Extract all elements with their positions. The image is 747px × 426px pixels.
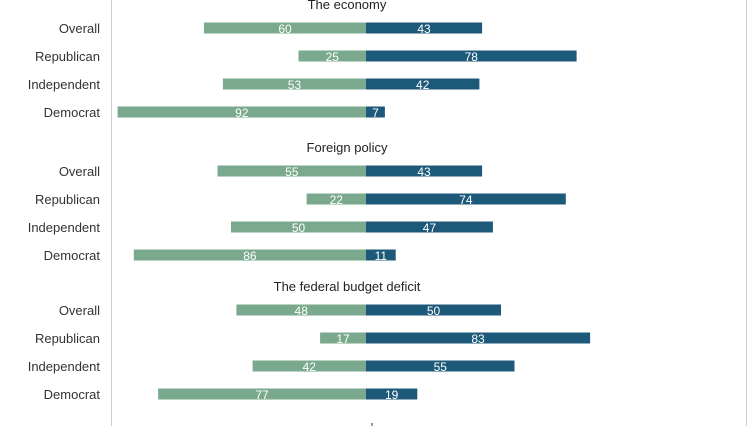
right-bar — [366, 50, 577, 62]
right-value-label: 78 — [465, 50, 479, 64]
right-value-label: 50 — [427, 304, 441, 318]
right-value-label: 47 — [423, 221, 437, 235]
right-value-label: 55 — [434, 360, 448, 374]
category-label: Democrat — [44, 105, 101, 120]
left-bar — [217, 165, 366, 177]
right-bar — [366, 304, 501, 316]
right-value-label: 19 — [385, 388, 399, 402]
left-value-label: 77 — [255, 388, 269, 402]
right-bar — [366, 360, 515, 372]
left-bar — [236, 304, 366, 316]
right-bar — [366, 165, 483, 177]
right-value-label: 43 — [417, 22, 431, 36]
left-bar — [117, 106, 366, 118]
right-bar — [366, 332, 591, 344]
left-value-label: 55 — [285, 165, 299, 179]
left-bar — [306, 193, 366, 205]
category-label: Republican — [35, 49, 100, 64]
left-bar — [204, 22, 366, 34]
left-value-label: 86 — [243, 249, 257, 263]
category-label: Republican — [35, 192, 100, 207]
right-bar — [366, 388, 418, 400]
panel-title: Foreign policy — [307, 140, 388, 155]
right-bar — [366, 22, 483, 34]
category-label: Independent — [28, 77, 101, 92]
category-label: Overall — [59, 21, 100, 36]
category-label: Overall — [59, 303, 100, 318]
left-bar — [133, 249, 366, 261]
left-value-label: 92 — [235, 106, 249, 120]
category-label: Democrat — [44, 248, 101, 263]
category-label: Democrat — [44, 387, 101, 402]
left-bar — [252, 360, 366, 372]
category-label: Overall — [59, 164, 100, 179]
right-bar — [366, 249, 396, 261]
right-bar — [366, 78, 480, 90]
left-value-label: 50 — [292, 221, 306, 235]
panel-title: The federal budget deficit — [274, 279, 421, 294]
left-bar — [298, 50, 366, 62]
left-value-label: 42 — [303, 360, 317, 374]
left-value-label: 25 — [326, 50, 340, 64]
left-value-label: 48 — [295, 304, 309, 318]
left-value-label: 17 — [336, 332, 350, 346]
right-value-label: 42 — [416, 78, 430, 92]
category-label: Independent — [28, 359, 101, 374]
left-bar — [222, 78, 366, 90]
left-value-label: 53 — [288, 78, 302, 92]
right-bar — [366, 221, 493, 233]
right-value-label: 74 — [459, 193, 473, 207]
panel-title: The economy — [308, 0, 387, 12]
left-bar — [231, 221, 366, 233]
left-value-label: 60 — [278, 22, 292, 36]
left-value-label: 22 — [330, 193, 344, 207]
right-value-label: 83 — [471, 332, 485, 346]
category-label: Republican — [35, 331, 100, 346]
left-bar — [158, 388, 366, 400]
right-bar — [366, 106, 385, 118]
right-value-label: 43 — [417, 165, 431, 179]
right-value-label: 11 — [375, 249, 388, 263]
right-bar — [366, 193, 566, 205]
right-value-label: 7 — [372, 106, 379, 120]
left-bar — [320, 332, 366, 344]
category-label: Independent — [28, 220, 101, 235]
